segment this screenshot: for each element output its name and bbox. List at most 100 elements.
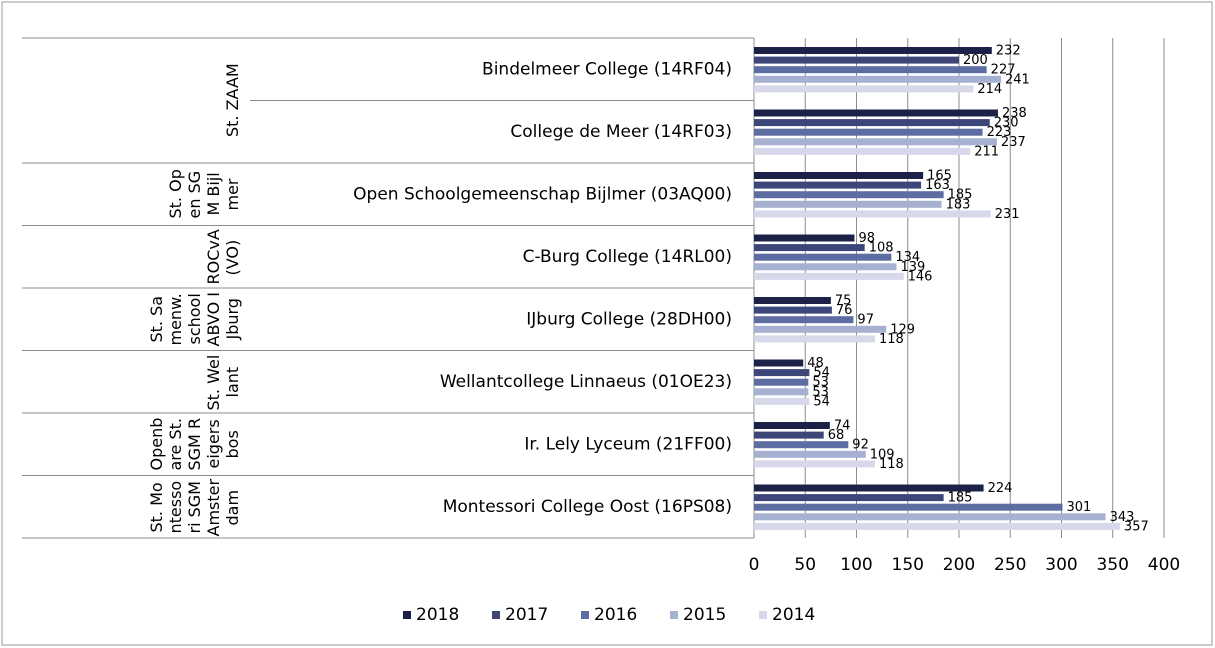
bar xyxy=(754,325,887,333)
value-label: 97 xyxy=(857,313,874,328)
legend-label: 2014 xyxy=(772,605,815,625)
legend-swatch xyxy=(492,611,500,619)
value-label: 75 xyxy=(835,294,852,309)
value-label: 214 xyxy=(977,82,1002,97)
value-label: 165 xyxy=(927,169,952,184)
bar xyxy=(754,460,875,468)
group-label: St. Montessori SGM Amsterdam xyxy=(147,477,242,536)
bar xyxy=(754,263,897,271)
category-label: Montessori College Oost (16PS08) xyxy=(443,497,732,517)
x-tick-label: 100 xyxy=(840,555,872,575)
bar xyxy=(754,441,849,449)
x-tick-label: 300 xyxy=(1045,555,1077,575)
category-label: C-Burg College (14RL00) xyxy=(523,247,732,267)
bar xyxy=(754,369,810,377)
bar xyxy=(754,297,831,304)
category-label: Bindelmeer College (14RF04) xyxy=(482,59,732,79)
value-label: 237 xyxy=(1001,135,1026,150)
category-label: IJburg College (28DH00) xyxy=(526,309,732,329)
bar xyxy=(754,47,992,54)
value-label: 211 xyxy=(974,144,999,159)
value-label: 183 xyxy=(946,197,971,212)
group-label: St. Samenw.school ABVO IJburg xyxy=(147,292,242,347)
bar xyxy=(754,200,942,208)
bar xyxy=(754,56,959,64)
category-label: Wellantcollege Linnaeus (01OE23) xyxy=(440,372,732,392)
value-label: 301 xyxy=(1067,500,1092,515)
bar xyxy=(754,388,809,396)
value-label: 68 xyxy=(828,428,845,443)
x-tick-label: 250 xyxy=(994,555,1026,575)
bar xyxy=(754,172,924,179)
bar xyxy=(754,503,1063,511)
value-label: 227 xyxy=(991,63,1016,78)
legend-label: 2017 xyxy=(505,605,548,625)
value-label: 76 xyxy=(836,303,853,318)
bar xyxy=(754,397,810,405)
bar xyxy=(754,109,998,117)
value-label: 230 xyxy=(994,116,1019,131)
legend-swatch xyxy=(403,611,411,619)
bar xyxy=(754,494,944,502)
legend-label: 2018 xyxy=(416,605,459,625)
value-label: 129 xyxy=(890,322,915,337)
value-label: 98 xyxy=(858,231,875,246)
legend-label: 2015 xyxy=(683,605,726,625)
x-tick-label: 150 xyxy=(892,555,924,575)
bar xyxy=(754,378,809,386)
bar xyxy=(754,316,854,324)
bar xyxy=(754,253,892,261)
category-label: Open Schoolgemeenschap Bijlmer (03AQ00) xyxy=(353,184,732,204)
value-label: 232 xyxy=(996,44,1021,59)
bar xyxy=(754,234,855,242)
x-tick-label: 200 xyxy=(943,555,975,575)
x-tick-label: 0 xyxy=(749,555,760,575)
bar xyxy=(754,128,983,136)
value-label: 224 xyxy=(988,481,1013,496)
bar xyxy=(754,66,987,74)
bar xyxy=(754,119,990,127)
value-label: 48 xyxy=(807,356,824,371)
value-label: 139 xyxy=(900,260,925,275)
bar xyxy=(754,450,866,458)
bar xyxy=(754,422,830,429)
value-label: 343 xyxy=(1110,510,1135,525)
bar xyxy=(754,191,944,199)
value-label: 241 xyxy=(1005,72,1030,87)
value-label: 92 xyxy=(852,438,869,453)
value-label: 200 xyxy=(963,53,988,68)
value-label: 108 xyxy=(869,241,894,256)
x-tick-label: 400 xyxy=(1148,555,1180,575)
value-label: 163 xyxy=(925,178,950,193)
category-label: College de Meer (14RF03) xyxy=(510,122,732,142)
bar xyxy=(754,306,832,314)
x-tick-label: 50 xyxy=(794,555,816,575)
bar xyxy=(754,210,991,218)
bar xyxy=(754,138,997,146)
bar xyxy=(754,513,1106,521)
value-label: 185 xyxy=(948,491,973,506)
legend-swatch xyxy=(581,611,589,619)
value-label: 54 xyxy=(813,366,830,381)
legend-swatch xyxy=(759,611,767,619)
group-label: St. Open SGM Bijlmer xyxy=(166,169,242,219)
group-label: St. Wellant xyxy=(204,353,242,410)
value-label: 238 xyxy=(1002,106,1027,121)
bar xyxy=(754,335,875,343)
bar xyxy=(754,75,1002,83)
value-label: 53 xyxy=(812,385,829,400)
bar xyxy=(754,181,922,189)
bar xyxy=(754,272,904,280)
value-label: 118 xyxy=(879,332,904,347)
value-label: 223 xyxy=(987,125,1012,140)
x-tick-label: 350 xyxy=(1097,555,1129,575)
group-label: Openbare St. SGM Reigersbos xyxy=(147,417,242,471)
bar xyxy=(754,484,984,492)
bar xyxy=(754,244,865,252)
value-label: 118 xyxy=(879,457,904,472)
bar xyxy=(754,85,974,93)
value-label: 146 xyxy=(908,269,933,284)
value-label: 231 xyxy=(995,207,1020,222)
